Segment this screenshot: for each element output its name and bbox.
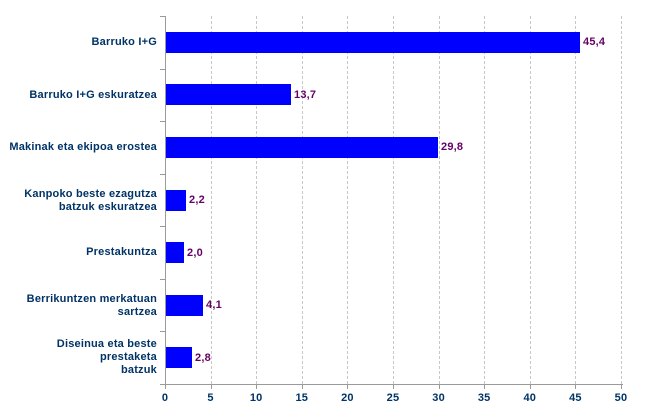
value-label: 2,0 — [187, 247, 203, 259]
x-axis-tick — [210, 385, 212, 389]
category-label: Prestakuntza — [86, 246, 157, 258]
x-axis-tick-label: 35 — [477, 392, 491, 404]
bar — [166, 84, 291, 105]
y-axis-tick — [160, 16, 165, 17]
x-axis-tick-label: 45 — [569, 392, 582, 404]
x-axis-tick-label: 30 — [432, 392, 445, 404]
x-axis-tick-label: 0 — [161, 392, 169, 404]
y-axis-tick — [160, 174, 165, 175]
gridline-35 — [484, 16, 486, 384]
x-axis-tick — [621, 385, 622, 389]
category-label: Makinak eta ekipoa erostea — [9, 141, 157, 153]
gridline-15 — [301, 16, 303, 384]
y-axis-tick — [160, 121, 165, 122]
value-label: 2,2 — [189, 194, 205, 206]
x-axis-tick — [347, 385, 349, 389]
x-axis-tick-label: 10 — [249, 392, 263, 404]
y-axis-line — [165, 16, 166, 384]
value-label: 13,7 — [294, 89, 317, 101]
gridline-40 — [529, 16, 531, 384]
y-axis-tick — [160, 331, 165, 332]
bar — [166, 242, 184, 263]
x-axis-tick — [529, 385, 531, 389]
y-axis-tick — [160, 226, 165, 227]
value-label: 45,4 — [583, 36, 606, 48]
y-axis-tick — [160, 279, 165, 280]
value-label: 29,8 — [441, 141, 464, 153]
x-axis-tick-label: 40 — [523, 392, 537, 404]
bar — [166, 137, 438, 158]
value-label: 4,1 — [206, 299, 222, 311]
y-axis-tick — [160, 384, 165, 385]
x-axis-tick-label: 50 — [614, 392, 628, 404]
x-axis-tick — [301, 385, 303, 389]
value-label: 2,8 — [195, 352, 211, 364]
x-axis-tick-label: 15 — [295, 392, 309, 404]
gridline-45 — [575, 16, 577, 384]
category-label: Barruko I+G — [91, 36, 157, 48]
x-axis-tick — [438, 385, 440, 389]
x-axis-tick-label: 20 — [341, 392, 354, 404]
gridline-25 — [393, 16, 394, 384]
bar — [166, 32, 580, 53]
bar — [166, 295, 203, 316]
x-axis-tick — [575, 385, 577, 389]
gridline-50 — [621, 16, 622, 384]
x-axis-tick — [484, 385, 486, 389]
gridline-30 — [438, 16, 440, 384]
x-axis-tick — [393, 385, 394, 389]
category-label: Barruko I+G eskuratzea — [29, 89, 157, 101]
x-axis-tick-label: 5 — [207, 392, 214, 404]
category-label: Berrikuntzen merkatuan sartzea — [26, 292, 157, 318]
gridline-10 — [256, 16, 258, 384]
x-axis-tick — [256, 385, 258, 389]
category-label: Diseinua eta beste prestaketa batzuk — [56, 338, 157, 376]
category-label: Kanpoko beste ezagutza batzuk eskuratzea — [24, 187, 157, 213]
x-axis-tick — [165, 385, 166, 389]
bar — [166, 190, 186, 211]
x-axis-line — [164, 384, 623, 385]
gridline-5 — [210, 16, 212, 384]
x-axis-tick-label: 25 — [386, 392, 400, 404]
bar — [166, 347, 192, 368]
y-axis-tick — [160, 69, 165, 70]
gridline-20 — [347, 16, 349, 384]
